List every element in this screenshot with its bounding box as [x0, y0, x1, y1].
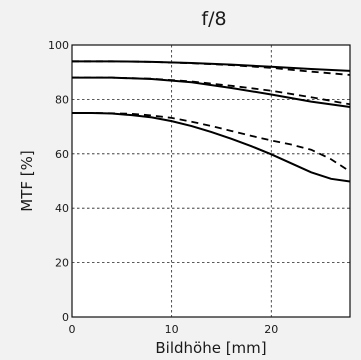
mtf-curve-1-solid [72, 60, 351, 72]
plot-area [71, 44, 351, 318]
x-ticks: 0 10 20 [69, 323, 279, 336]
y-tick-label: 20 [55, 257, 69, 270]
mtf-curve-4-dashed [72, 76, 351, 106]
y-tick-label: 60 [55, 148, 69, 161]
chart-title: f/8 [201, 8, 226, 30]
y-tick-label: 100 [48, 39, 69, 52]
y-axis-label: MTF [%] [18, 150, 36, 211]
x-tick-label: 20 [264, 323, 278, 336]
mtf-curve-2-dashed [72, 60, 351, 76]
series-layer [72, 60, 351, 183]
mtf-curve-3-solid [72, 76, 351, 109]
y-ticks: 0 20 40 60 80 100 [48, 39, 69, 324]
y-tick-label: 80 [55, 93, 69, 106]
y-tick-label: 40 [55, 202, 69, 215]
x-tick-label: 0 [69, 323, 76, 336]
x-axis-label: Bildhöhe [mm] [155, 339, 266, 357]
mtf-curve-5-solid [72, 112, 351, 183]
x-tick-label: 10 [165, 323, 179, 336]
y-tick-label: 0 [62, 311, 69, 324]
